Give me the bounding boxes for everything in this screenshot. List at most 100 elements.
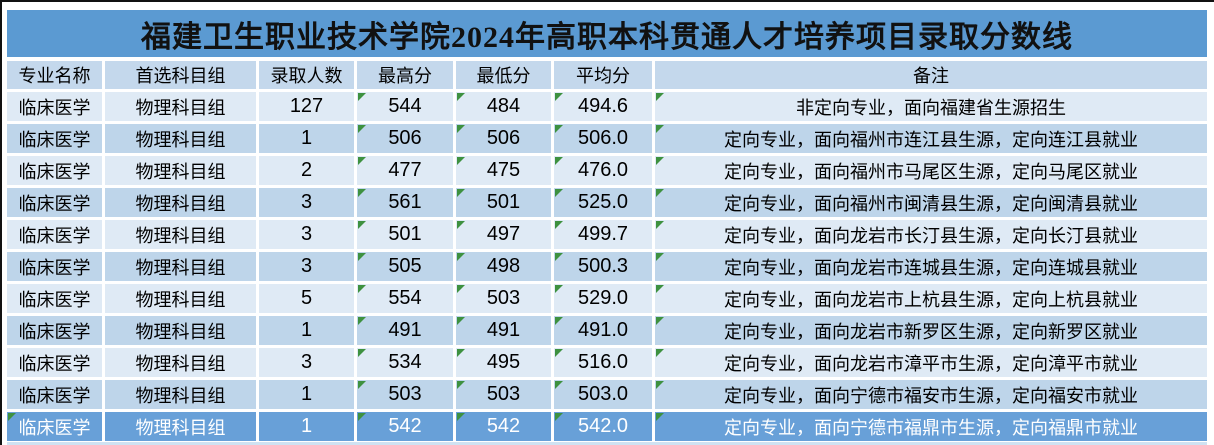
cell-min[interactable]: 542 (456, 412, 551, 441)
cell-min[interactable]: 503 (456, 380, 551, 409)
cell-group[interactable]: 物理科目组 (105, 124, 256, 153)
cell-max[interactable]: 534 (357, 348, 453, 377)
cell-error-indicator-icon (457, 349, 465, 357)
cell-max[interactable]: 491 (357, 316, 453, 345)
cell-max[interactable]: 477 (357, 156, 453, 185)
header-group[interactable]: 首选科目组 (105, 61, 256, 89)
cell-error-indicator-icon (457, 253, 465, 261)
cell-remark[interactable]: 定向专业，面向龙岩市新罗区生源，定向新罗区就业 (655, 316, 1207, 345)
cell-avg[interactable]: 516.0 (554, 348, 652, 377)
cell-error-indicator-icon (656, 157, 664, 165)
cell-max[interactable]: 542 (357, 412, 453, 441)
cell-count[interactable]: 3 (259, 252, 354, 281)
cell-remark[interactable]: 非定向专业，面向福建省生源招生 (655, 92, 1207, 121)
cell-avg[interactable]: 503.0 (554, 380, 652, 409)
cell-count[interactable]: 1 (259, 380, 354, 409)
header-max[interactable]: 最高分 (357, 61, 453, 89)
cell-max[interactable]: 554 (357, 284, 453, 313)
cell-error-indicator-icon (656, 253, 664, 261)
cell-min[interactable]: 484 (456, 92, 551, 121)
cell-group[interactable]: 物理科目组 (105, 92, 256, 121)
cell-error-indicator-icon (358, 413, 366, 421)
cell-max[interactable]: 544 (357, 92, 453, 121)
cell-group[interactable]: 物理科目组 (105, 284, 256, 313)
cell-major[interactable]: 临床医学 (7, 412, 102, 441)
cell-avg[interactable]: 542.0 (554, 412, 652, 441)
cell-min[interactable]: 506 (456, 124, 551, 153)
cell-remark[interactable]: 定向专业，面向龙岩市长汀县生源，定向长汀县就业 (655, 220, 1207, 249)
cell-count[interactable]: 2 (259, 156, 354, 185)
cell-major[interactable]: 临床医学 (7, 252, 102, 281)
cell-major[interactable]: 临床医学 (7, 316, 102, 345)
cell-remark[interactable]: 定向专业，面向福州市连江县生源，定向连江县就业 (655, 124, 1207, 153)
cell-remark[interactable]: 定向专业，面向龙岩市上杭县生源，定向上杭县就业 (655, 284, 1207, 313)
cell-min[interactable]: 497 (456, 220, 551, 249)
cell-group[interactable]: 物理科目组 (105, 252, 256, 281)
cell-avg[interactable]: 494.6 (554, 92, 652, 121)
cell-remark[interactable]: 定向专业，面向福州市闽清县生源，定向闽清县就业 (655, 188, 1207, 217)
cell-min[interactable]: 501 (456, 188, 551, 217)
cell-avg[interactable]: 500.3 (554, 252, 652, 281)
cell-count[interactable]: 5 (259, 284, 354, 313)
cell-major[interactable]: 临床医学 (7, 188, 102, 217)
cell-remark[interactable]: 定向专业，面向龙岩市漳平市生源，定向漳平市就业 (655, 348, 1207, 377)
cell-group[interactable]: 物理科目组 (105, 348, 256, 377)
cell-major[interactable]: 临床医学 (7, 284, 102, 313)
cell-avg[interactable]: 476.0 (554, 156, 652, 185)
cell-count[interactable]: 1 (259, 412, 354, 441)
cell-min[interactable]: 503 (456, 284, 551, 313)
cell-major[interactable]: 临床医学 (7, 156, 102, 185)
header-min[interactable]: 最低分 (456, 61, 551, 89)
cell-remark[interactable]: 定向专业，面向宁德市福鼎市生源，定向福鼎市就业 (655, 412, 1207, 441)
cell-group[interactable]: 物理科目组 (105, 316, 256, 345)
cell-error-indicator-icon (358, 93, 366, 101)
cell-avg[interactable]: 491.0 (554, 316, 652, 345)
cell-min[interactable]: 491 (456, 316, 551, 345)
header-remark[interactable]: 备注 (655, 61, 1207, 89)
cell-count[interactable]: 1 (259, 316, 354, 345)
cell-avg[interactable]: 506.0 (554, 124, 652, 153)
cell-group[interactable]: 物理科目组 (105, 220, 256, 249)
cell-group[interactable]: 物理科目组 (105, 188, 256, 217)
cell-remark[interactable]: 定向专业，面向福州市马尾区生源，定向马尾区就业 (655, 156, 1207, 185)
cell-count[interactable]: 3 (259, 188, 354, 217)
cell-major[interactable]: 临床医学 (7, 124, 102, 153)
cell-avg[interactable]: 529.0 (554, 284, 652, 313)
cell-remark[interactable]: 定向专业，面向龙岩市连城县生源，定向连城县就业 (655, 252, 1207, 281)
cell-error-indicator-icon (555, 221, 563, 229)
cell-error-indicator-icon (457, 189, 465, 197)
cell-group[interactable]: 物理科目组 (105, 380, 256, 409)
cell-max[interactable]: 501 (357, 220, 453, 249)
cell-error-indicator-icon (656, 349, 664, 357)
cell-min[interactable]: 475 (456, 156, 551, 185)
cell-count[interactable]: 127 (259, 92, 354, 121)
cell-remark[interactable]: 定向专业，面向宁德市福安市生源，定向福安市就业 (655, 380, 1207, 409)
cell-max[interactable]: 506 (357, 124, 453, 153)
cell-count[interactable]: 3 (259, 220, 354, 249)
header-count[interactable]: 录取人数 (259, 61, 354, 89)
cell-error-indicator-icon (555, 349, 563, 357)
cell-group[interactable]: 物理科目组 (105, 412, 256, 441)
cell-min[interactable]: 495 (456, 348, 551, 377)
header-major[interactable]: 专业名称 (7, 61, 102, 89)
cell-group[interactable]: 物理科目组 (105, 156, 256, 185)
cell-error-indicator-icon (555, 93, 563, 101)
cell-max[interactable]: 503 (357, 380, 453, 409)
cell-error-indicator-icon (555, 189, 563, 197)
cell-avg[interactable]: 525.0 (554, 188, 652, 217)
cell-count[interactable]: 3 (259, 348, 354, 377)
cell-error-indicator-icon (656, 413, 664, 421)
cell-major[interactable]: 临床医学 (7, 348, 102, 377)
cell-min[interactable]: 498 (456, 252, 551, 281)
cell-major[interactable]: 临床医学 (7, 220, 102, 249)
window-edge-top (0, 0, 1214, 2)
header-avg[interactable]: 平均分 (554, 61, 652, 89)
cell-avg[interactable]: 499.7 (554, 220, 652, 249)
cell-major[interactable]: 临床医学 (7, 92, 102, 121)
cell-error-indicator-icon (656, 285, 664, 293)
cell-count[interactable]: 1 (259, 124, 354, 153)
cell-max[interactable]: 505 (357, 252, 453, 281)
cell-major[interactable]: 临床医学 (7, 380, 102, 409)
cell-max[interactable]: 561 (357, 188, 453, 217)
score-grid: 专业名称 首选科目组 录取人数 最高分 最低分 平均分 备注 临床医学 物理科目组 127 544 4… (7, 61, 1207, 441)
